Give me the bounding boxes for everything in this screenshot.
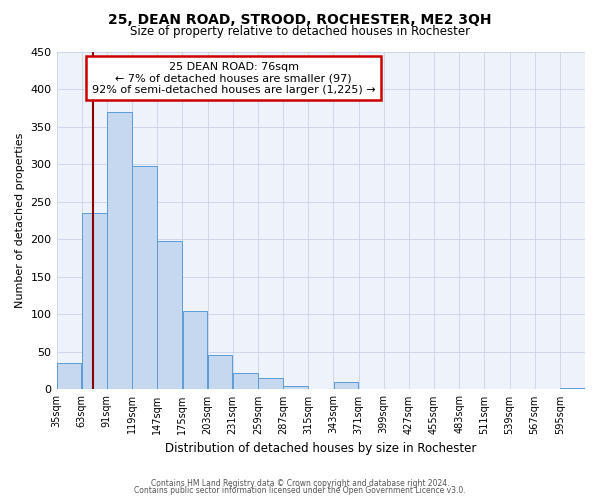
Bar — [233, 373, 257, 390]
X-axis label: Distribution of detached houses by size in Rochester: Distribution of detached houses by size … — [165, 442, 476, 455]
Bar — [258, 378, 283, 390]
Bar — [57, 363, 82, 390]
Text: 25, DEAN ROAD, STROOD, ROCHESTER, ME2 3QH: 25, DEAN ROAD, STROOD, ROCHESTER, ME2 3Q… — [108, 12, 492, 26]
Bar — [283, 386, 308, 390]
Bar — [208, 355, 232, 390]
Bar — [182, 310, 207, 390]
Bar — [132, 166, 157, 390]
Bar — [82, 213, 107, 390]
Bar — [334, 382, 358, 390]
Text: Size of property relative to detached houses in Rochester: Size of property relative to detached ho… — [130, 25, 470, 38]
Bar — [107, 112, 132, 390]
Bar — [560, 388, 585, 390]
Bar — [157, 240, 182, 390]
Bar — [359, 388, 383, 390]
Text: 25 DEAN ROAD: 76sqm
← 7% of detached houses are smaller (97)
92% of semi-detache: 25 DEAN ROAD: 76sqm ← 7% of detached hou… — [92, 62, 376, 95]
Text: Contains HM Land Registry data © Crown copyright and database right 2024.: Contains HM Land Registry data © Crown c… — [151, 478, 449, 488]
Text: Contains public sector information licensed under the Open Government Licence v3: Contains public sector information licen… — [134, 486, 466, 495]
Y-axis label: Number of detached properties: Number of detached properties — [15, 133, 25, 308]
